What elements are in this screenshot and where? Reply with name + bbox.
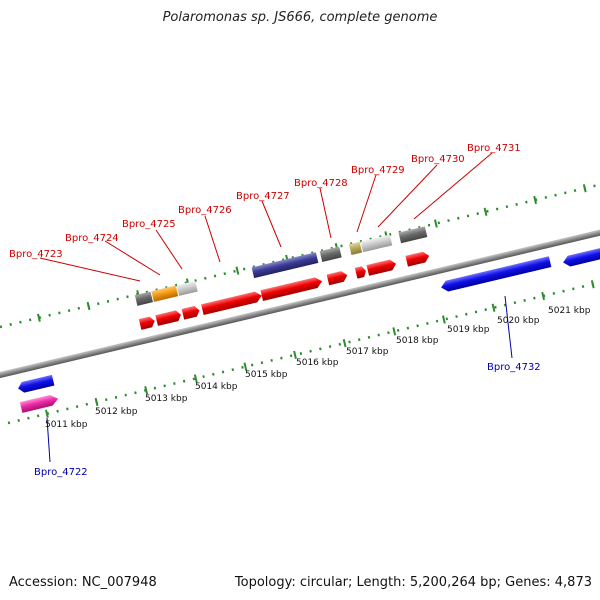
scale-label-5011: 5011 kbp <box>45 420 88 430</box>
gene-label-bpro-4726[interactable]: Bpro_4726 <box>178 205 232 216</box>
scale-label-5017: 5017 kbp <box>346 347 389 357</box>
scale-major-tick <box>433 219 438 228</box>
accession-text: Accession: NC_007948 <box>9 575 157 590</box>
gene-label-bpro-4725[interactable]: Bpro_4725 <box>122 219 176 230</box>
lower-major-ticks <box>45 280 595 418</box>
gene-label-bpro-4722[interactable]: Bpro_4722 <box>34 467 88 478</box>
feature-lgray-b <box>360 234 393 253</box>
lower-scale-track <box>7 274 600 425</box>
gene-label-bpro-4723[interactable]: Bpro_4723 <box>9 249 63 260</box>
gene-arrow-4722-blue <box>18 374 55 393</box>
scale-label-5019: 5019 kbp <box>447 325 490 335</box>
scale-label-5020: 5020 kbp <box>497 316 540 326</box>
gene-arrow-4729 <box>354 266 366 279</box>
leader-bpro-4732 <box>504 295 513 359</box>
reverse-feature-track <box>18 243 600 413</box>
scale-major-tick <box>86 301 91 311</box>
scale-major-tick <box>235 266 240 275</box>
gene-arrow-4724 <box>155 310 181 326</box>
gene-arrow-4732 <box>441 256 552 292</box>
scale-major-tick <box>541 291 546 301</box>
leader-bpro-4727 <box>261 200 282 248</box>
leader-bpro-4730 <box>377 164 438 228</box>
scale-label-5014: 5014 kbp <box>195 382 238 392</box>
gene-label-bpro-4728[interactable]: Bpro_4728 <box>294 178 348 189</box>
gene-label-bpro-4729[interactable]: Bpro_4729 <box>351 165 405 176</box>
scale-major-tick <box>590 280 595 289</box>
feature-gray-a <box>134 291 153 306</box>
scale-major-tick <box>483 207 488 216</box>
gene-arrow-4731 <box>405 251 430 267</box>
scale-major-tick <box>441 315 446 324</box>
scale-label-5015: 5015 kbp <box>245 370 288 380</box>
gene-arrow-next <box>563 243 600 267</box>
scale-major-tick <box>94 397 99 407</box>
map-title: Polaromonas sp. JS666, complete genome <box>162 10 438 25</box>
gene-label-leaders <box>39 152 513 463</box>
leader-bpro-4729 <box>356 174 377 233</box>
leader-bpro-4723 <box>39 257 141 282</box>
gene-label-bpro-4730[interactable]: Bpro_4730 <box>411 154 465 165</box>
leader-bpro-4722 <box>46 417 51 463</box>
forward-feature-track <box>134 226 430 330</box>
gene-label-bpro-4731[interactable]: Bpro_4731 <box>467 143 521 154</box>
scale-label-5018: 5018 kbp <box>396 336 439 346</box>
feature-lgray-a <box>176 280 198 296</box>
feature-navy <box>251 252 319 279</box>
genome-backbone <box>0 224 600 381</box>
feature-gray-b <box>319 246 342 262</box>
gene-arrow-4730 <box>366 259 397 276</box>
feature-khaki <box>348 241 363 256</box>
scale-major-tick <box>243 362 248 371</box>
scale-major-tick <box>582 184 587 193</box>
gene-label-bpro-4732[interactable]: Bpro_4732 <box>487 362 541 373</box>
genome-summary-text: Topology: circular; Length: 5,200,264 bp… <box>234 575 592 590</box>
scale-label-5012: 5012 kbp <box>95 407 138 417</box>
scale-major-tick <box>45 409 49 418</box>
gene-arrow-4727 <box>260 277 323 301</box>
scale-label-5021: 5021 kbp <box>548 306 591 316</box>
scale-major-tick <box>533 195 538 205</box>
gene-arrow-4726 <box>201 291 262 316</box>
leader-bpro-4728 <box>319 187 332 239</box>
gene-labels: Bpro_4722 Bpro_4723 Bpro_4724 Bpro_4725 … <box>9 143 541 478</box>
feature-gray-c <box>398 226 428 244</box>
scale-major-tick <box>37 313 41 322</box>
scale-major-tick <box>392 327 397 336</box>
upper-major-ticks <box>37 184 587 322</box>
gene-arrow-4722-pink <box>19 394 59 413</box>
gene-arrow-4728 <box>326 271 348 286</box>
gene-arrow-4725 <box>181 305 200 320</box>
leader-bpro-4726 <box>204 215 221 263</box>
scale-label-5016: 5016 kbp <box>296 358 339 368</box>
scale-major-tick <box>293 350 297 360</box>
scale-major-tick <box>144 386 149 395</box>
gene-label-bpro-4727[interactable]: Bpro_4727 <box>236 191 290 202</box>
leader-bpro-4724 <box>104 240 161 276</box>
feature-orange <box>151 285 179 302</box>
upper-scale-track <box>0 178 600 329</box>
gene-label-bpro-4724[interactable]: Bpro_4724 <box>65 233 119 244</box>
leader-bpro-4731 <box>413 152 493 220</box>
scale-labels: 5011 kbp 5012 kbp 5013 kbp 5014 kbp 5015… <box>45 306 591 430</box>
scale-major-tick <box>193 374 198 383</box>
gene-arrow-4723 <box>138 316 155 330</box>
leader-bpro-4725 <box>155 229 183 270</box>
scale-label-5013: 5013 kbp <box>145 394 188 404</box>
scale-major-tick <box>342 338 347 348</box>
scale-major-tick <box>491 303 496 312</box>
